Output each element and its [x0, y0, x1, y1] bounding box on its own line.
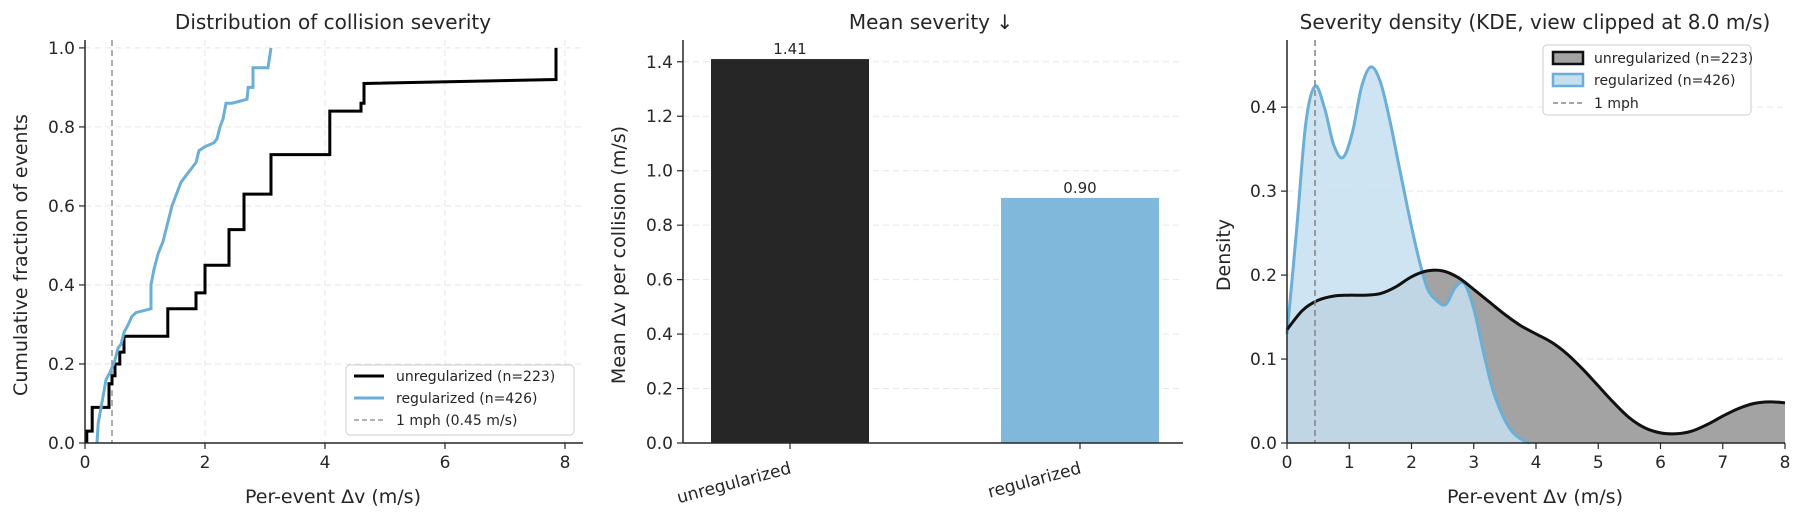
cdf-series-line-0	[85, 47, 558, 443]
kde-ytick-label-0: 0.0	[1250, 434, 1277, 454]
cdf-legend-frame	[345, 364, 575, 436]
bar-ytick-label-5: 1.0	[646, 162, 673, 182]
cdf-axes	[84, 40, 583, 444]
kde-xtick-label-2: 2	[1406, 453, 1417, 473]
bar-category-label-0: unregularized	[675, 459, 793, 509]
bar-0	[711, 59, 869, 443]
cdf-xtick-label-2: 4	[320, 453, 331, 473]
kde-legend-label-ref: 1 mph	[1594, 96, 1639, 112]
bar-ytick-label-1: 0.2	[646, 380, 673, 400]
kde-legend-label-1: regularized (n=426)	[1594, 73, 1735, 89]
cdf-ytick-label-4: 0.8	[48, 118, 75, 138]
cdf-legend-label-1: regularized (n=426)	[396, 391, 537, 407]
bar-ytick-label-0: 0.0	[646, 434, 673, 454]
kde-line-1	[1285, 65, 1531, 445]
bar-group: 1.41 0.90	[711, 40, 1159, 443]
kde-xtick-label-0: 0	[1282, 453, 1293, 473]
cdf-legend-label-ref: 1 mph (0.45 m/s)	[396, 413, 517, 429]
bar-ytick-label-3: 0.6	[646, 271, 673, 291]
cdf-xtick-label-4: 8	[560, 453, 571, 473]
cdf-xtick-label-1: 2	[200, 453, 211, 473]
kde-legend-swatch-0	[1551, 50, 1585, 66]
cdf-series-group	[85, 47, 558, 444]
bar-ytick-label-6: 1.2	[646, 107, 673, 127]
bar-ytick-label-4: 0.8	[646, 216, 673, 236]
kde-legend-swatch-1	[1551, 72, 1585, 88]
kde-panel: Severity density (KDE, view clipped at 8…	[1213, 10, 1790, 508]
bar-value-label-1: 0.90	[1063, 179, 1096, 197]
kde-ytick-label-3: 0.3	[1250, 182, 1277, 202]
bar-1	[1001, 197, 1159, 443]
cdf-xtick-label-3: 6	[440, 453, 451, 473]
cdf-ticks: 0 2 4 6 8 0.0 0.2 0.4 0.6 0.8 1.0	[48, 39, 570, 473]
kde-ytick-label-2: 0.2	[1250, 266, 1277, 286]
cdf-ylabel: Cumulative fraction of events	[10, 114, 32, 396]
cdf-ytick-label-5: 1.0	[48, 39, 75, 59]
kde-series-group	[1285, 65, 1786, 445]
cdf-legend-label-0: unregularized (n=223)	[396, 369, 555, 385]
cdf-xtick-label-0: 0	[80, 453, 91, 473]
cdf-ytick-label-3: 0.6	[48, 197, 75, 217]
kde-area-1	[1287, 66, 1530, 443]
bar-category-label-1: regularized	[986, 459, 1084, 503]
kde-xtick-label-3: 3	[1468, 453, 1479, 473]
bar-ytick-label-2: 0.4	[646, 325, 673, 345]
kde-xtick-label-6: 6	[1655, 453, 1666, 473]
kde-ticks: 0 1 2 3 4 5 6 7 8 0.0 0.1 0.2 0.3 0.4	[1250, 98, 1790, 473]
cdf-panel: Distribution of collision severity Per-e…	[10, 10, 583, 508]
cdf-ytick-label-0: 0.0	[48, 434, 75, 454]
cdf-ytick-label-1: 0.2	[48, 355, 75, 375]
kde-title: Severity density (KDE, view clipped at 8…	[1300, 10, 1771, 34]
cdf-legend: unregularized (n=223) regularized (n=426…	[345, 364, 575, 436]
kde-xtick-label-8: 8	[1780, 453, 1791, 473]
bar-axes	[682, 40, 1183, 444]
bar-value-label-0: 1.41	[773, 40, 806, 58]
kde-xlabel: Per-event Δv (m/s)	[1447, 486, 1623, 508]
kde-xtick-label-5: 5	[1593, 453, 1604, 473]
kde-ylabel: Density	[1213, 219, 1235, 291]
bar-title: Mean severity ↓	[849, 10, 1013, 34]
kde-legend-label-0: unregularized (n=223)	[1594, 51, 1753, 67]
kde-xtick-label-1: 1	[1344, 453, 1355, 473]
kde-legend-frame	[1542, 44, 1752, 116]
bar-ytick-label-7: 1.4	[646, 53, 673, 73]
bar-panel: Mean severity ↓ Mean Δv per collision (m…	[608, 10, 1183, 508]
cdf-series-line-1	[95, 47, 273, 444]
cdf-title: Distribution of collision severity	[175, 10, 491, 34]
cdf-ytick-label-2: 0.4	[48, 276, 75, 296]
kde-xtick-label-7: 7	[1717, 453, 1728, 473]
kde-line-0	[1285, 268, 1786, 436]
kde-ytick-label-1: 0.1	[1250, 350, 1277, 370]
kde-xtick-label-4: 4	[1531, 453, 1542, 473]
bar-ylabel: Mean Δv per collision (m/s)	[608, 126, 630, 384]
kde-legend: unregularized (n=223) regularized (n=426…	[1542, 44, 1753, 116]
kde-ytick-label-4: 0.4	[1250, 98, 1277, 118]
cdf-xlabel: Per-event Δv (m/s)	[245, 486, 421, 508]
